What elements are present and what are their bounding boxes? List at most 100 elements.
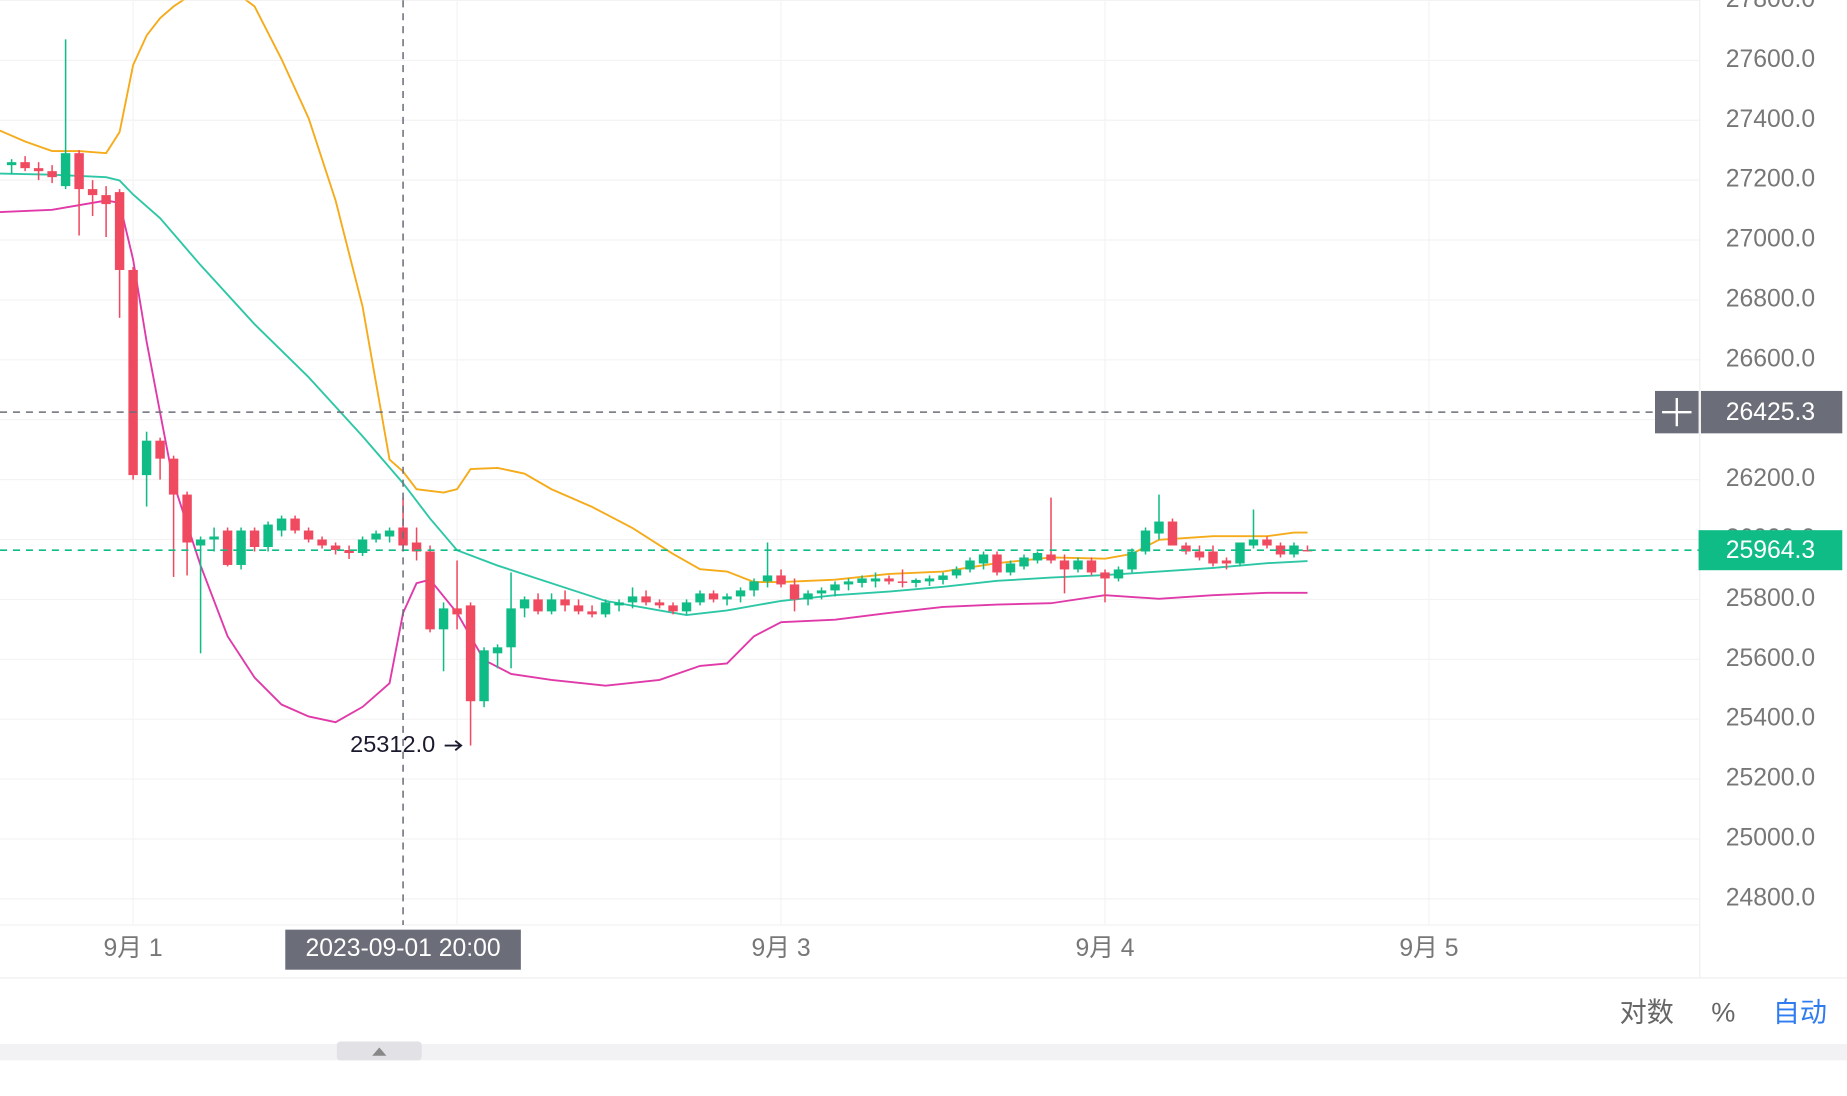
candle-body	[1073, 560, 1083, 570]
axes: 24800.0 25000.0 25200.0 25400.0 25600.0 25800…	[104, 0, 1816, 962]
candle-body	[452, 608, 462, 615]
plus-icon	[1662, 398, 1692, 427]
candle-body	[411, 542, 422, 552]
band-line	[0, 199, 1308, 724]
candle-body	[128, 269, 138, 476]
candle-body	[789, 584, 800, 600]
candle-body	[236, 530, 246, 565]
candle-body	[654, 602, 665, 606]
candle-body	[762, 575, 773, 582]
candle-body	[546, 599, 557, 612]
y-tick-label: 26600.0	[1726, 345, 1815, 372]
candle-body	[1059, 560, 1070, 570]
candle-body	[843, 581, 854, 585]
candle-body	[47, 171, 57, 178]
candle-body	[641, 596, 651, 603]
x-tick-label: 9月 4	[1075, 935, 1134, 962]
candle-body	[1208, 551, 1218, 564]
candle-body	[600, 602, 611, 615]
y-tick-label: 27200.0	[1726, 166, 1815, 193]
candle-body	[465, 605, 476, 702]
scale-options: 对数% 自动	[1620, 997, 1827, 1028]
candle-body	[884, 578, 894, 582]
candle-body	[911, 579, 921, 583]
candle-body	[1235, 542, 1245, 564]
y-tick-label: 27600.0	[1726, 46, 1815, 73]
y-tick-label: 25600.0	[1726, 645, 1815, 672]
candle-body	[249, 530, 260, 547]
scale-option[interactable]: 自动	[1773, 997, 1827, 1028]
candle-body	[1005, 563, 1016, 573]
candle-body	[60, 153, 71, 187]
candle-body	[1127, 551, 1137, 570]
candle-body	[209, 536, 219, 540]
x-tick-label: 9月 3	[751, 935, 810, 962]
candle-body	[1032, 552, 1043, 561]
scale-option[interactable]: %	[1711, 997, 1735, 1028]
candle-body	[1019, 557, 1029, 567]
candle-body	[573, 605, 584, 612]
candle-body	[155, 440, 165, 459]
x-tick-label: 9月 1	[104, 935, 163, 962]
candle-body	[681, 602, 692, 612]
candle-body	[1262, 539, 1272, 546]
scroll-arrow	[372, 1047, 387, 1056]
candle-body	[182, 494, 192, 543]
candle-body	[276, 518, 287, 531]
candle-body	[303, 530, 314, 540]
x-tick-label: 9月 5	[1399, 935, 1458, 962]
y-tick-label: 25800.0	[1726, 585, 1815, 612]
candle-body	[587, 611, 597, 615]
candle-body	[141, 440, 152, 476]
candle-body	[1181, 545, 1191, 552]
candle-body	[614, 602, 624, 606]
candle-body	[384, 530, 395, 537]
candle-body	[1140, 530, 1151, 552]
candle-body	[168, 458, 179, 495]
candle-body	[533, 599, 543, 612]
candle-body	[560, 599, 570, 606]
y-tick-label: 25000.0	[1726, 825, 1815, 852]
crosshair-price-box	[1700, 390, 1843, 434]
candle-body	[668, 605, 678, 612]
overlay: 25964.3 26425.3 2023-09-01 20:00 25312.0	[0, 0, 1843, 970]
candle-body	[803, 593, 813, 600]
y-tick-label: 25400.0	[1726, 705, 1815, 732]
low-marker-arrow	[444, 740, 463, 751]
candle-body	[20, 162, 30, 169]
candle-body	[1086, 560, 1097, 573]
candle-body	[1275, 545, 1286, 555]
candle-body	[425, 551, 435, 630]
candle-body	[965, 560, 975, 570]
candle-body	[33, 168, 44, 172]
candle-body	[222, 530, 233, 565]
candle-body	[195, 539, 206, 546]
candle-body	[87, 189, 98, 196]
candle-body	[924, 578, 935, 582]
y-tick-label: 26800.0	[1726, 285, 1815, 312]
candle-body	[492, 647, 503, 654]
candle-body	[938, 575, 948, 580]
candle-body	[1113, 569, 1124, 579]
candle-body	[519, 599, 530, 609]
candle-body	[1248, 539, 1259, 546]
scale-option[interactable]: 对数	[1620, 997, 1674, 1028]
y-tick-label: 26200.0	[1726, 465, 1815, 492]
candle-body	[776, 575, 786, 585]
candle-body	[735, 590, 746, 597]
candle-body	[6, 162, 17, 166]
last-price-label: 25964.3	[1726, 537, 1815, 564]
candle-body	[438, 608, 449, 630]
candle-body	[74, 153, 84, 190]
candle-body	[951, 569, 962, 576]
y-tick-label: 27000.0	[1726, 226, 1815, 253]
candle-body	[317, 539, 327, 546]
candle-body	[101, 195, 111, 205]
y-tick-label: 24800.0	[1726, 884, 1815, 911]
candle-body	[371, 533, 381, 540]
candle-body	[1046, 554, 1056, 561]
candle-body	[1100, 572, 1110, 579]
candle-body	[722, 596, 732, 600]
